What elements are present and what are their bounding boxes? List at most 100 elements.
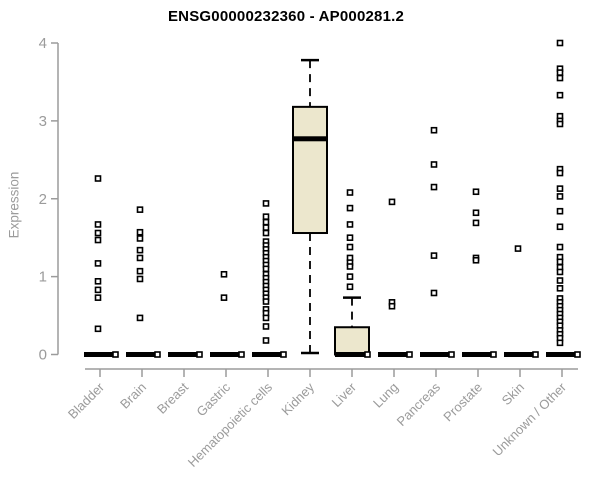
outlier-point-pancreas <box>430 161 438 168</box>
outlier-point-hematopoietic-cells <box>262 224 270 231</box>
outlier-point-pancreas <box>430 252 438 259</box>
collapsed-box-breast <box>168 352 198 357</box>
outlier-point-unknown-other <box>556 268 564 276</box>
outlier-point-hematopoietic-cells <box>262 323 270 330</box>
zero-point-lung <box>406 351 413 358</box>
outlier-point-bladder <box>94 294 102 301</box>
x-tick-label: Unknown / Other <box>490 379 570 459</box>
zero-point-hematopoietic-cells <box>280 351 287 358</box>
outlier-point-unknown-other <box>556 193 564 200</box>
chart-title: ENSG00000232360 - AP000281.2 <box>167 8 405 25</box>
outlier-point-unknown-other <box>556 223 564 231</box>
x-tick-label: Bladder <box>65 379 108 422</box>
outlier-point-unknown-other <box>556 169 564 177</box>
outlier-point-brain <box>136 246 144 254</box>
x-tick-label: Gastric <box>193 379 233 419</box>
x-tick-label: Brain <box>117 380 149 412</box>
collapsed-box-gastric <box>210 352 240 357</box>
x-tick-label: Lung <box>370 380 401 411</box>
outlier-point-bladder <box>94 286 102 294</box>
outlier-point-brain <box>136 206 144 213</box>
outlier-point-pancreas <box>430 183 438 191</box>
outlier-point-brain <box>136 314 144 322</box>
y-tick-label: 0 <box>39 347 47 364</box>
box-kidney <box>292 105 328 235</box>
zero-point-brain <box>154 351 161 358</box>
outlier-point-lung <box>388 302 396 310</box>
outlier-point-unknown-other <box>556 258 564 266</box>
y-tick-label: 3 <box>39 113 47 130</box>
outlier-point-bladder <box>94 236 102 244</box>
median-line-kidney <box>293 136 327 142</box>
outlier-point-hematopoietic-cells <box>262 265 270 273</box>
outlier-point-lung <box>388 198 396 206</box>
outlier-point-hematopoietic-cells <box>262 314 270 322</box>
outlier-point-hematopoietic-cells <box>262 337 270 344</box>
outlier-point-gastric <box>220 294 228 301</box>
outlier-point-unknown-other <box>556 277 564 284</box>
outlier-point-hematopoietic-cells <box>262 229 270 237</box>
outlier-point-prostate <box>472 188 480 196</box>
zero-point-gastric <box>238 351 245 358</box>
outlier-point-unknown-other <box>556 185 564 192</box>
outlier-point-brain <box>136 228 144 236</box>
outlier-point-unknown-other <box>556 243 564 251</box>
outlier-point-brain <box>136 254 144 262</box>
x-tick-label: Kidney <box>278 379 317 418</box>
x-tick-label: Prostate <box>440 380 485 425</box>
collapsed-box-hematopoietic-cells <box>252 352 282 357</box>
outlier-point-unknown-other <box>556 39 564 47</box>
outlier-point-pancreas <box>430 289 438 297</box>
zero-point-breast <box>196 351 203 358</box>
outlier-point-brain <box>136 275 144 283</box>
collapsed-box-unknown-other <box>546 352 576 357</box>
collapsed-box-brain <box>126 352 156 357</box>
outlier-point-liver <box>346 189 354 196</box>
y-tick-label: 2 <box>39 191 47 208</box>
outlier-point-brain <box>136 267 144 275</box>
outlier-point-hematopoietic-cells <box>262 213 270 220</box>
outlier-point-unknown-other <box>556 69 564 76</box>
outlier-point-prostate <box>472 219 480 227</box>
x-tick-label: Liver <box>329 379 360 410</box>
outlier-point-unknown-other <box>556 339 564 347</box>
outlier-point-hematopoietic-cells <box>262 200 270 207</box>
outlier-point-prostate <box>472 256 480 264</box>
outlier-point-liver <box>346 263 354 270</box>
outlier-point-unknown-other <box>556 285 564 292</box>
collapsed-box-pancreas <box>420 352 450 357</box>
outlier-point-bladder <box>94 277 102 285</box>
outlier-point-liver <box>346 234 354 241</box>
outlier-point-hematopoietic-cells <box>262 218 270 226</box>
outlier-point-bladder <box>94 260 102 267</box>
outlier-point-unknown-other <box>556 207 564 215</box>
collapsed-box-skin <box>504 352 534 357</box>
outlier-point-hematopoietic-cells <box>262 298 270 305</box>
outlier-point-unknown-other <box>556 120 564 128</box>
outlier-point-bladder <box>94 175 102 182</box>
y-tick-label: 1 <box>39 269 47 286</box>
outlier-point-liver <box>346 273 354 280</box>
zero-point-pancreas <box>448 351 455 358</box>
outlier-point-pancreas <box>430 126 438 134</box>
outlier-point-bladder <box>94 229 102 237</box>
outlier-point-unknown-other <box>556 91 564 99</box>
zero-point-unknown-other <box>574 351 581 358</box>
outlier-point-gastric <box>220 270 228 278</box>
y-tick-label: 4 <box>39 35 47 52</box>
box-liver <box>334 326 370 356</box>
median-line-liver <box>335 352 369 357</box>
x-tick-label: Skin <box>499 380 527 408</box>
outlier-point-liver <box>346 283 354 291</box>
outlier-point-bladder <box>94 221 102 228</box>
zero-point-skin <box>532 351 539 358</box>
outlier-point-liver <box>346 221 354 228</box>
outlier-point-liver <box>346 243 354 251</box>
zero-point-bladder <box>112 351 119 358</box>
collapsed-box-bladder <box>84 352 114 357</box>
outlier-point-liver <box>346 204 354 212</box>
outlier-point-unknown-other <box>556 74 564 82</box>
outlier-point-bladder <box>94 325 102 333</box>
